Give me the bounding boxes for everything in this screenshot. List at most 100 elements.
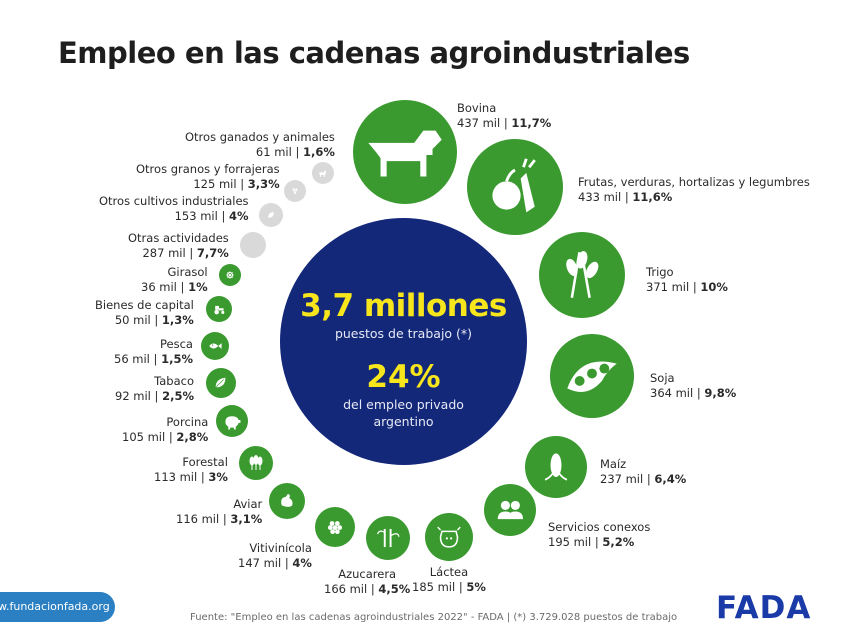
- bubble-soja: [550, 334, 634, 418]
- sector-value: 287 mil | 7,7%: [142, 246, 229, 260]
- soybean-pod-icon: [567, 361, 617, 392]
- wheat-icon: [566, 251, 599, 298]
- bubble-trigo: [539, 232, 625, 318]
- bubble-tabaco: [206, 368, 236, 398]
- sector-label: Otros ganados y animales 61 mil | 1,6%: [185, 130, 335, 160]
- bubble-vitivinícola: [315, 507, 355, 547]
- fruit-vegetables-icon: [492, 158, 536, 213]
- sector-share: 2,5%: [162, 389, 194, 403]
- bubble-girasol: [219, 264, 241, 286]
- sector-name: Otros cultivos industriales: [99, 194, 249, 208]
- sector-share: 10%: [700, 280, 728, 294]
- sector-value: 166 mil | 4,5%: [324, 582, 411, 596]
- fada-logo: FADA: [716, 590, 812, 626]
- bubble-forestal: [239, 446, 273, 480]
- sector-share: 1,5%: [161, 352, 193, 366]
- sector-value: 371 mil | 10%: [646, 280, 728, 294]
- sector-name: Láctea: [429, 565, 469, 579]
- bubble-porcina: [216, 405, 248, 437]
- grain-icon: [292, 188, 298, 195]
- sector-share: 6,4%: [654, 472, 687, 486]
- sector-share: 7,7%: [196, 246, 229, 260]
- chicken-icon: [281, 493, 293, 507]
- sector-value: 147 mil | 4%: [238, 556, 312, 570]
- sector-share: 3%: [208, 470, 228, 484]
- fish-icon: [209, 343, 222, 349]
- sector-share: 3,1%: [230, 512, 263, 526]
- sector-value: 92 mil | 2,5%: [115, 389, 194, 403]
- sunflower-icon: [226, 271, 234, 279]
- sector-value: 125 mil | 3,3%: [193, 177, 280, 191]
- sector-name: Vitivinícola: [249, 541, 312, 555]
- sector-label: Porcina 105 mil | 2,8%: [122, 415, 208, 445]
- trees-icon: [249, 455, 263, 470]
- bubble-otras-actividades: [240, 232, 266, 258]
- total-jobs-label: puestos de trabajo (*): [334, 326, 473, 341]
- sector-value: 113 mil | 3%: [154, 470, 228, 484]
- bubble-bovina: [353, 100, 457, 204]
- sector-value: 50 mil | 1,3%: [114, 313, 194, 327]
- sector-name: Soja: [650, 371, 675, 385]
- sector-label: Otros granos y forrajeras 125 mil | 3,3%: [136, 162, 280, 192]
- sector-share: 1,3%: [161, 313, 194, 327]
- sector-label: Otros cultivos industriales 153 mil | 4%: [99, 194, 249, 224]
- tractor-icon: [214, 305, 225, 315]
- total-jobs-value: 3,7 millones: [300, 288, 507, 324]
- sector-name: Servicios conexos: [548, 520, 651, 534]
- bubble-otros-granos-y-forrajeras: [284, 180, 306, 202]
- sector-share: 1,6%: [302, 145, 335, 159]
- sector-value: 364 mil | 9,8%: [650, 386, 737, 400]
- sector-label: Bienes de capital 50 mil | 1,3%: [95, 298, 194, 328]
- sector-label: Servicios conexos 195 mil | 5,2%: [548, 520, 650, 550]
- sector-share: 3,3%: [247, 177, 280, 191]
- sector-label: Azucarera 166 mil | 4,5%: [324, 567, 410, 597]
- private-employment-share-label: del empleo privado argentino: [343, 397, 464, 429]
- sector-label: Frutas, verduras, hortalizas y legumbres…: [578, 175, 810, 205]
- bubble-pesca: [201, 332, 229, 360]
- sector-name: Aviar: [233, 497, 263, 511]
- sector-label: Bovina 437 mil | 11,7%: [457, 101, 551, 131]
- bubble-maíz: [525, 436, 587, 498]
- sector-label: Aviar 116 mil | 3,1%: [176, 497, 262, 527]
- source-note: Fuente: "Empleo en las cadenas agroindus…: [190, 612, 678, 623]
- dairy-cow-icon: [437, 526, 461, 548]
- sector-share: 5%: [466, 580, 486, 594]
- sector-share: 1%: [188, 280, 208, 294]
- sector-label: Vitivinícola 147 mil | 4%: [238, 541, 312, 571]
- sector-value: 433 mil | 11,6%: [578, 190, 673, 204]
- sector-value: 36 mil | 1%: [141, 280, 208, 294]
- private-employment-share: 24%: [366, 359, 441, 395]
- bubble-azucarera: [366, 516, 410, 560]
- bubble-frutas-verduras-hortalizas-y-legumbres: [467, 139, 563, 235]
- sector-value: 437 mil | 11,7%: [457, 116, 552, 130]
- sector-share: 4,5%: [378, 582, 411, 596]
- people-icon: [497, 500, 523, 520]
- bubble-otros-cultivos-industriales: [259, 203, 283, 227]
- pig-icon: [225, 416, 241, 430]
- sector-name: Pesca: [160, 337, 193, 351]
- sector-name: Tabaco: [154, 374, 194, 388]
- sector-label: Forestal 113 mil | 3%: [154, 455, 228, 485]
- sector-share: 9,8%: [704, 386, 737, 400]
- sector-value: 153 mil | 4%: [174, 209, 249, 223]
- leaf-icon: [268, 212, 274, 218]
- sector-label: Tabaco 92 mil | 2,5%: [115, 374, 194, 404]
- cow-icon: [368, 130, 442, 177]
- page-title: Empleo en las cadenas agroindustriales: [58, 36, 690, 70]
- sector-value: 61 mil | 1,6%: [255, 145, 335, 159]
- sector-label: Girasol 36 mil | 1%: [141, 265, 208, 295]
- sector-name: Trigo: [646, 265, 674, 279]
- grapes-icon: [327, 521, 343, 535]
- sector-name: Girasol: [167, 265, 208, 279]
- sector-name: Azucarera: [338, 567, 397, 581]
- bubble-otros-ganados-y-animales: [312, 162, 334, 184]
- sector-share: 11,6%: [632, 190, 673, 204]
- sector-label: Maíz 237 mil | 6,4%: [600, 457, 686, 487]
- sugarcane-icon: [377, 528, 400, 548]
- sector-share: 2,8%: [176, 430, 209, 444]
- bubble-bienes-de-capital: [206, 296, 232, 322]
- website-link[interactable]: www.fundacionfada.org: [0, 592, 115, 622]
- sector-share: 11,7%: [511, 116, 552, 130]
- sector-value: 56 mil | 1,5%: [114, 352, 193, 366]
- sector-name: Otras actividades: [128, 231, 229, 245]
